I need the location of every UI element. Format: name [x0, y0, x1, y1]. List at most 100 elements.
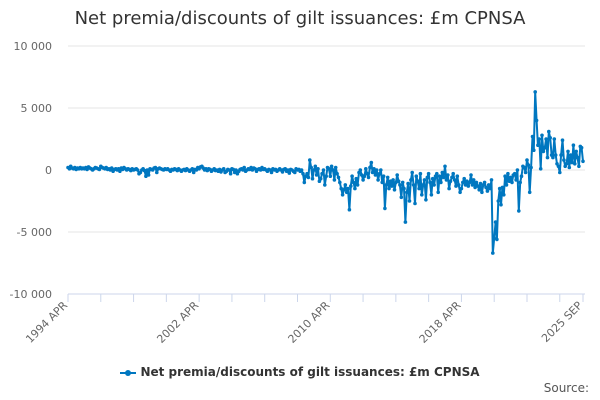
data-point[interactable] — [491, 251, 495, 255]
data-point[interactable] — [515, 168, 520, 172]
data-point[interactable] — [577, 164, 581, 169]
data-point[interactable] — [474, 180, 479, 185]
data-point[interactable] — [153, 165, 158, 170]
data-point[interactable] — [495, 237, 499, 242]
data-point[interactable] — [305, 171, 309, 176]
data-point[interactable] — [97, 167, 102, 172]
data-point[interactable] — [385, 175, 390, 180]
data-point[interactable] — [432, 183, 436, 187]
data-point[interactable] — [118, 169, 122, 173]
data-point[interactable] — [242, 165, 246, 170]
data-point[interactable] — [336, 175, 341, 180]
data-point[interactable] — [537, 137, 542, 141]
data-point[interactable] — [342, 188, 346, 192]
data-point[interactable] — [422, 178, 427, 182]
data-point[interactable] — [519, 174, 524, 178]
data-point[interactable] — [564, 162, 569, 166]
data-point[interactable] — [575, 155, 580, 160]
data-point[interactable] — [450, 175, 454, 180]
data-point[interactable] — [358, 168, 363, 172]
data-point[interactable] — [323, 183, 327, 187]
data-point[interactable] — [551, 155, 555, 160]
data-point[interactable] — [366, 175, 371, 180]
data-point[interactable] — [399, 195, 404, 200]
data-point[interactable] — [331, 168, 335, 172]
data-point[interactable] — [543, 145, 547, 150]
data-point[interactable] — [534, 118, 539, 123]
data-point[interactable] — [456, 183, 461, 187]
data-point[interactable] — [482, 180, 487, 185]
data-point[interactable] — [500, 185, 505, 190]
data-point[interactable] — [365, 171, 370, 176]
data-point[interactable] — [559, 153, 563, 157]
data-point[interactable] — [437, 174, 442, 178]
data-point[interactable] — [530, 134, 535, 139]
data-point[interactable] — [377, 171, 382, 176]
data-point[interactable] — [347, 207, 352, 212]
data-point[interactable] — [340, 193, 345, 197]
data-point[interactable] — [459, 186, 464, 191]
data-point[interactable] — [493, 220, 498, 224]
data-point[interactable] — [573, 162, 577, 166]
data-point[interactable] — [324, 174, 329, 178]
data-point[interactable] — [227, 168, 231, 172]
data-point[interactable] — [414, 174, 419, 178]
data-point[interactable] — [308, 158, 312, 162]
data-point[interactable] — [556, 164, 561, 169]
data-point[interactable] — [552, 137, 557, 141]
data-point[interactable] — [409, 178, 413, 182]
data-point[interactable] — [402, 186, 406, 191]
data-point[interactable] — [354, 176, 359, 181]
data-point[interactable] — [135, 168, 140, 172]
data-point[interactable] — [145, 168, 149, 172]
data-point[interactable] — [407, 199, 412, 203]
data-point[interactable] — [155, 170, 159, 175]
data-point[interactable] — [471, 178, 476, 182]
data-point[interactable] — [411, 183, 416, 187]
data-point[interactable] — [190, 167, 195, 171]
data-point[interactable] — [109, 166, 114, 170]
data-point[interactable] — [144, 174, 148, 178]
data-point[interactable] — [327, 167, 331, 171]
data-point[interactable] — [440, 170, 445, 175]
data-point[interactable] — [496, 199, 501, 203]
data-point[interactable] — [469, 173, 473, 177]
data-point[interactable] — [384, 183, 389, 187]
data-point[interactable] — [446, 173, 450, 177]
data-point[interactable] — [514, 178, 518, 182]
data-point[interactable] — [488, 186, 492, 191]
data-point[interactable] — [470, 183, 475, 187]
data-point[interactable] — [581, 159, 585, 164]
data-point[interactable] — [510, 180, 514, 185]
data-point[interactable] — [508, 175, 513, 180]
data-point[interactable] — [462, 176, 467, 181]
data-point[interactable] — [439, 180, 443, 185]
data-point[interactable] — [428, 180, 432, 185]
data-point[interactable] — [343, 183, 348, 187]
data-point[interactable] — [359, 173, 364, 177]
data-point[interactable] — [497, 186, 502, 191]
data-point[interactable] — [346, 186, 350, 191]
data-point[interactable] — [492, 236, 497, 240]
data-point[interactable] — [567, 165, 572, 170]
data-point[interactable] — [568, 153, 573, 157]
data-point[interactable] — [316, 167, 320, 171]
data-point[interactable] — [425, 175, 430, 180]
data-point[interactable] — [435, 171, 439, 176]
data-point[interactable] — [458, 190, 462, 195]
data-point[interactable] — [526, 163, 531, 167]
data-point[interactable] — [522, 165, 527, 170]
data-point[interactable] — [349, 184, 353, 188]
data-point[interactable] — [461, 180, 465, 185]
data-point[interactable] — [368, 165, 372, 170]
data-point[interactable] — [301, 171, 305, 176]
data-point[interactable] — [444, 178, 449, 182]
data-point[interactable] — [332, 178, 337, 182]
data-point[interactable] — [504, 183, 509, 187]
data-point[interactable] — [314, 173, 319, 177]
data-point[interactable] — [374, 168, 379, 172]
data-point[interactable] — [447, 186, 451, 191]
data-point[interactable] — [566, 149, 570, 154]
data-point[interactable] — [476, 184, 480, 188]
data-point[interactable] — [320, 171, 324, 176]
